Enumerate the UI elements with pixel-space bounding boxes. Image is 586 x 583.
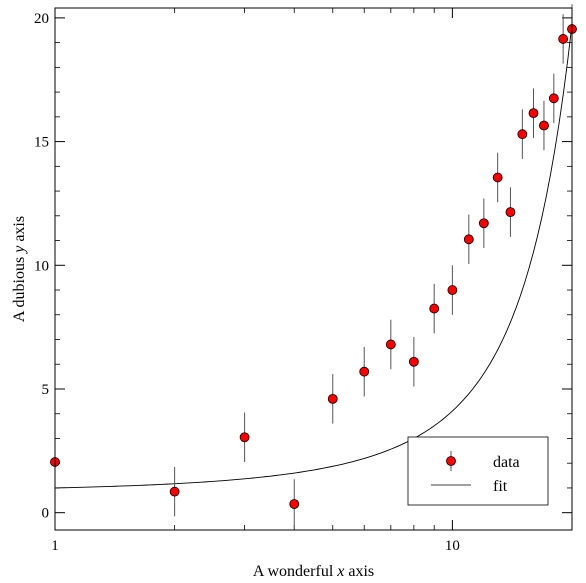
data-point: [517, 129, 528, 140]
legend-box: [407, 436, 549, 506]
data-point: [463, 234, 474, 245]
y-tick-label: 5: [42, 382, 50, 398]
plot-frame: [54, 7, 573, 531]
fit-series: [54, 24, 573, 489]
y-axis-label-suffix: axis: [11, 216, 28, 246]
data-point: [539, 120, 549, 131]
y-tick-label: 20: [34, 11, 49, 27]
data-point: [429, 303, 440, 314]
y-tick-label: 15: [34, 135, 49, 151]
data-point: [558, 34, 569, 44]
y-axis-label-var: y: [11, 245, 28, 255]
x-tick-label: 10: [445, 538, 460, 554]
x-axis-label-prefix: A wonderful: [253, 563, 337, 580]
x-axis-label-suffix: axis: [344, 563, 374, 580]
data-point: [239, 432, 250, 443]
y-tick-label: 0: [42, 506, 50, 522]
fit-line: [54, 24, 573, 489]
data-point: [408, 356, 419, 367]
x-axis-label: A wonderful x axis: [253, 563, 374, 580]
data-point: [505, 207, 516, 217]
data-point: [447, 285, 458, 295]
legend-data-label: data: [493, 454, 520, 471]
legend-data-marker: [446, 456, 456, 466]
data-point: [548, 93, 559, 104]
legend: data fit: [407, 436, 549, 506]
data-point: [169, 486, 180, 497]
tick-labels: 0 5 10 15 20 1 10: [34, 11, 460, 554]
data-point: [359, 366, 370, 377]
x-tick-label: 1: [51, 538, 59, 554]
x-axis-label-var: x: [336, 563, 344, 580]
data-point: [478, 218, 489, 229]
y-axis-label: A dubious y axis: [11, 216, 28, 322]
legend-fit-label: fit: [493, 478, 508, 495]
data-point: [528, 108, 539, 119]
data-point: [492, 172, 503, 183]
data-point: [327, 393, 338, 404]
data-point: [385, 339, 396, 350]
y-tick-label: 10: [34, 258, 49, 274]
data-point: [289, 499, 300, 509]
y-axis-label-prefix: A dubious: [11, 253, 28, 322]
